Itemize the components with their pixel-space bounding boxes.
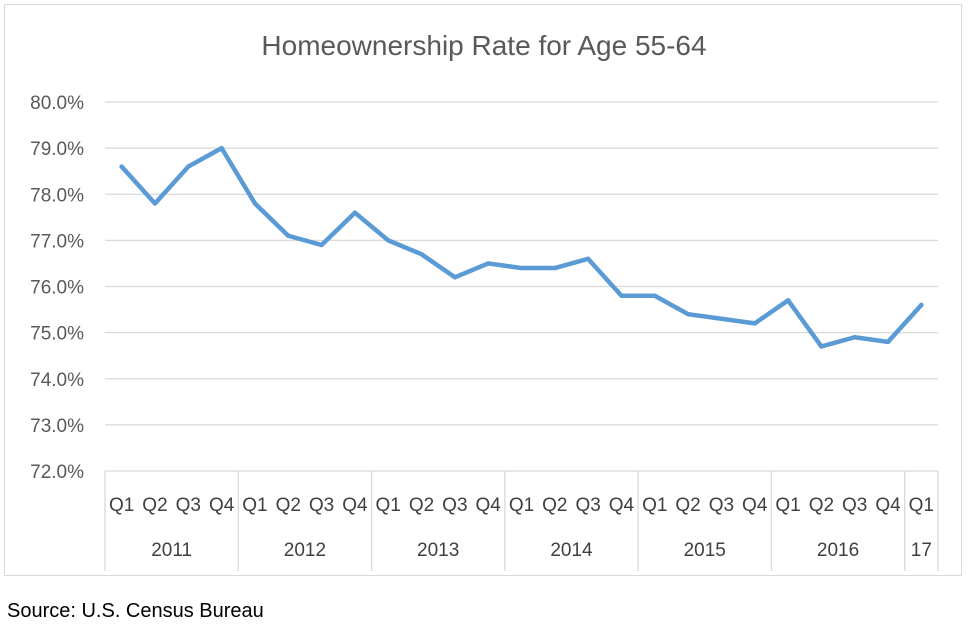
x-tick-label-quarter: Q1 [376,495,401,516]
x-tick-label-quarter: Q1 [775,495,800,516]
x-axis: Q1 Q2 Q3 Q4 Q1 Q2 Q3 Q4 Q1 Q2 Q3 Q4 Q1 Q2 Q3 Q4 Q1 Q2 Q3 Q4… [104,471,939,571]
x-tick-label-quarter: Q4 [609,495,635,516]
x-tick-label-quarter: Q2 [542,495,567,516]
data-point [352,210,358,215]
data-point [785,298,791,303]
chart-area: Homeownership Rate for Age 55-64 72.0% 73… [4,4,962,576]
x-tick-label-quarter: Q4 [875,495,901,516]
data-point [386,238,391,243]
data-point [819,344,824,349]
data-point [919,302,924,308]
y-tick-label: 75.0% [30,324,84,345]
y-tick-label: 73.0% [30,416,84,437]
y-tick-label: 72.0% [30,462,84,483]
x-tick-label-quarter: Q1 [509,495,534,516]
data-point [186,164,191,169]
data-point [685,311,691,317]
data-point [152,201,158,206]
x-tick-label-year: 2013 [417,540,459,561]
x-tick-label-quarter: Q3 [575,495,600,516]
data-point [519,265,524,271]
y-tick-label: 74.0% [30,370,84,391]
gridlines [105,101,938,472]
data-point [652,293,657,298]
data-point [885,339,891,345]
x-tick-label-quarter: Q2 [675,495,700,516]
x-tick-label-quarter: Q2 [142,495,167,516]
x-tick-label-quarter: Q3 [709,495,734,516]
x-tick-label-quarter: Q1 [909,495,934,516]
data-point [452,275,458,280]
y-tick-label: 76.0% [30,278,84,299]
x-tick-label-quarter: Q4 [209,495,235,516]
data-point [119,164,124,169]
x-tick-label-quarter: Q2 [276,495,301,516]
data-point [752,321,757,326]
x-tick-label-year: 2012 [284,540,326,561]
x-tick-label-quarter: Q4 [742,495,768,516]
x-tick-label-quarter: Q1 [242,495,267,516]
x-tick-label-quarter: Q3 [442,495,467,516]
data-point [219,145,224,151]
data-point [585,256,591,262]
y-tick-label: 80.0% [30,93,84,114]
x-tick-label-quarter: Q3 [309,495,334,516]
x-tick-label-quarter: Q2 [409,495,434,516]
x-tick-label-quarter: Q4 [342,495,368,516]
data-point [485,261,491,266]
data-point [619,293,624,298]
data-point [852,335,857,340]
source-note: Source: U.S. Census Bureau [7,600,264,622]
data-point [419,252,424,257]
series-layer [119,145,924,349]
x-tick-label-quarter: Q2 [809,495,834,516]
x-tick-label-quarter: Q3 [842,495,867,516]
x-tick-label-quarter: Q1 [109,495,134,516]
series-line [119,145,924,349]
x-tick-label-quarter: Q1 [642,495,667,516]
y-tick-label: 79.0% [30,139,84,160]
data-point [252,201,258,206]
y-axis-ticks: 72.0% 73.0% 74.0% 75.0% 76.0% 77.0% 78.0% 79.0%… [30,93,84,483]
x-tick-label-year: 2016 [817,540,859,561]
x-tick-label-quarter: Q4 [476,495,502,516]
x-tick-label-year: 2014 [550,540,593,561]
data-point [552,265,558,271]
x-tick-label-year: 2011 [151,540,192,561]
data-point [319,242,324,248]
chart-title: Homeownership Rate for Age 55-64 [261,30,706,61]
x-tick-label-year: 17 [911,540,932,561]
y-tick-label: 78.0% [30,185,84,206]
x-tick-label-quarter: Q3 [176,495,201,516]
y-tick-label: 77.0% [30,231,84,252]
data-point [719,316,724,321]
data-point [286,233,291,238]
line-chart: Homeownership Rate for Age 55-64 72.0% 73… [30,30,939,571]
x-tick-label-year: 2015 [684,540,726,561]
